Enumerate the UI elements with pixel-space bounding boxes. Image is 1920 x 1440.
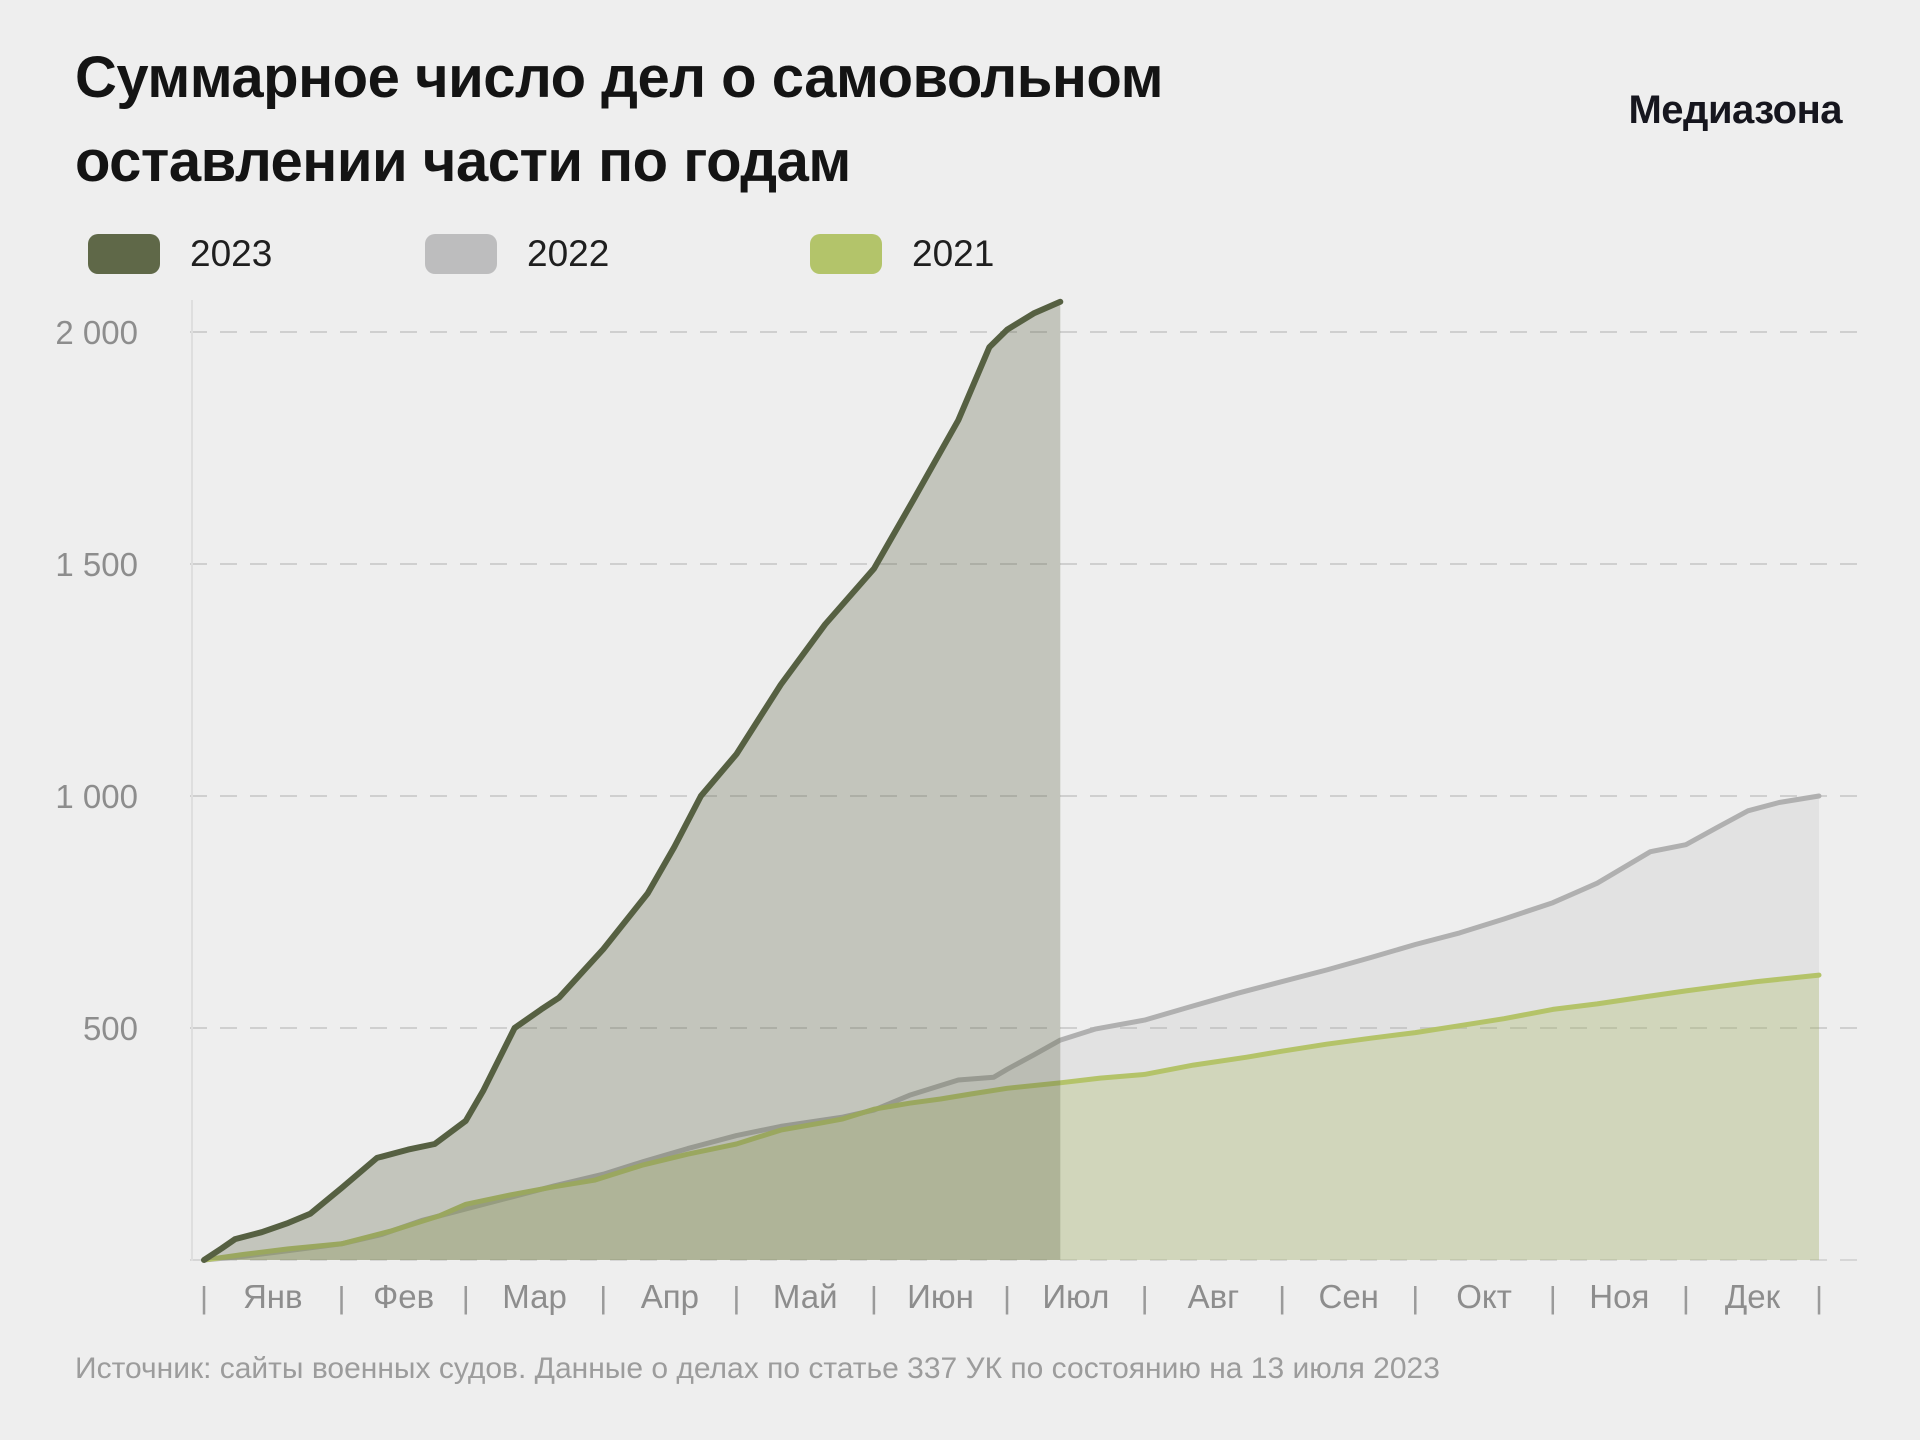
x-tick-separator-0: |: [200, 1280, 208, 1315]
month-label-Мар: Мар: [502, 1278, 567, 1315]
legend-item-2021: 2021: [810, 233, 994, 275]
x-tick-separator-12: |: [1815, 1280, 1823, 1315]
month-label-Май: Май: [773, 1278, 838, 1315]
legend-label-2022: 2022: [527, 233, 610, 274]
x-tick-separator-6: |: [1003, 1280, 1011, 1315]
y-tick-label-2000: 2 000: [55, 314, 138, 351]
x-tick-separator-8: |: [1278, 1280, 1286, 1315]
x-tick-separator-5: |: [870, 1280, 878, 1315]
page-title: Суммарное число дел о самовольном оставл…: [75, 45, 1164, 195]
month-label-Окт: Окт: [1456, 1278, 1512, 1315]
legend-swatch-2023: [88, 234, 160, 274]
legend-swatch-2021: [810, 234, 882, 274]
series-line-2023: [201, 298, 1064, 1263]
x-tick-separator-1: |: [338, 1280, 346, 1315]
series-line-2021: [201, 972, 1822, 1263]
month-label-Ноя: Ноя: [1589, 1278, 1649, 1315]
y-tick-label-500: 500: [83, 1010, 138, 1047]
source-note: Источник: сайты военных судов. Данные о …: [75, 1352, 1440, 1385]
series-area-2022: [204, 796, 1819, 1260]
legend-label-2023: 2023: [190, 233, 273, 274]
month-label-Авг: Авг: [1188, 1278, 1240, 1315]
legend-item-2023: 2023: [88, 233, 272, 275]
x-tick-separator-10: |: [1549, 1280, 1557, 1315]
x-tick-separator-3: |: [599, 1280, 607, 1315]
mediazona-logo: Медиазона: [1628, 88, 1842, 132]
x-tick-separator-4: |: [732, 1280, 740, 1315]
x-tick-separator-11: |: [1682, 1280, 1690, 1315]
month-label-Дек: Дек: [1725, 1278, 1781, 1315]
x-tick-separator-2: |: [462, 1280, 470, 1315]
x-tick-separator-9: |: [1411, 1280, 1419, 1315]
legend-swatch-2022: [425, 234, 497, 274]
month-label-Сен: Сен: [1318, 1278, 1378, 1315]
series-area-2021: [204, 975, 1819, 1260]
legend-label-2021: 2021: [912, 233, 995, 274]
month-label-Янв: Янв: [243, 1278, 303, 1315]
series-line-2022: [201, 793, 1822, 1263]
month-label-Июн: Июн: [907, 1278, 974, 1315]
series-area-2023: [204, 301, 1061, 1260]
x-tick-separator-7: |: [1141, 1280, 1149, 1315]
month-label-Апр: Апр: [641, 1278, 699, 1315]
y-tick-label-1500: 1 500: [55, 546, 138, 583]
legend-item-2022: 2022: [425, 233, 609, 275]
y-tick-label-1000: 1 000: [55, 778, 138, 815]
legend: 2023 2022 2021: [0, 233, 1920, 275]
month-label-Июл: Июл: [1042, 1278, 1109, 1315]
month-label-Фев: Фев: [373, 1278, 434, 1315]
